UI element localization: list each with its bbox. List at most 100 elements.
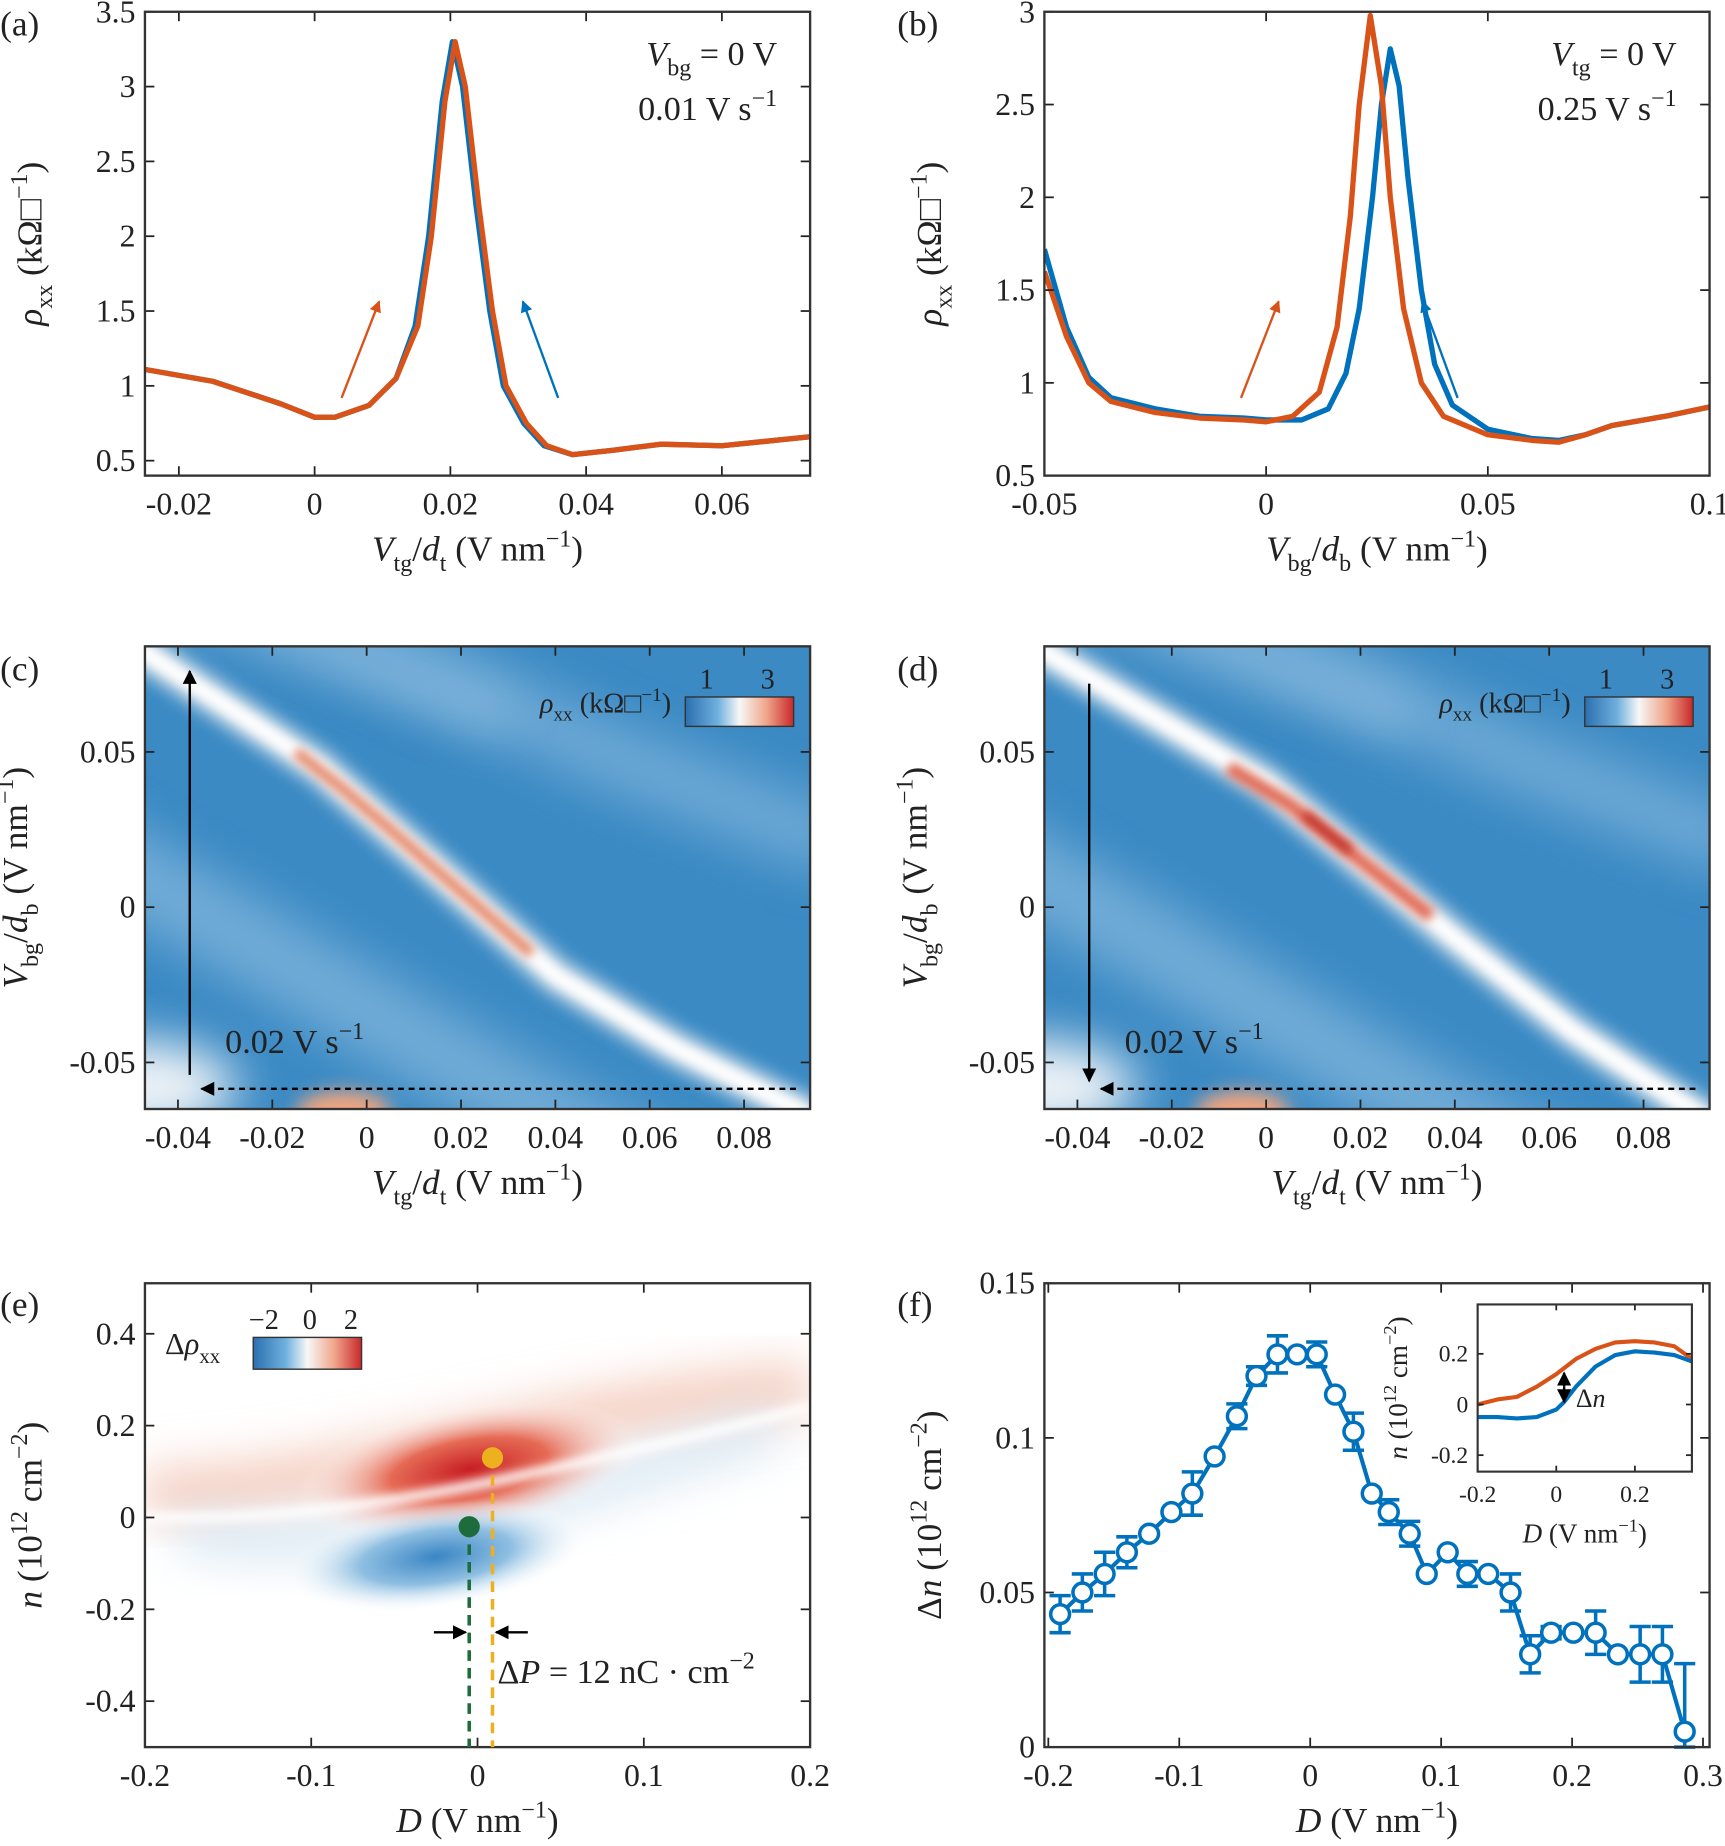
label-part: Δ [910, 1597, 949, 1620]
label-part: Δ [1576, 1384, 1593, 1413]
sweep-rate-annotation: 0.02 V s−1 [1125, 1019, 1264, 1061]
data-point [1477, 1562, 1500, 1586]
label-part: = 0 V [691, 36, 777, 73]
label-part: −1 [546, 526, 572, 552]
axes-frame [1043, 645, 1711, 1111]
series-line-orange [1044, 12, 1710, 445]
heatmap-band [144, 833, 620, 1110]
label-part: −1 [521, 1798, 547, 1824]
x-tick-label: 0 [1302, 1758, 1318, 1793]
panel-c: -0.04 -0.02 0 0.02 0.04 0.06 0.08 -0.05 0 0.05 Vtg… [0, 645, 812, 1211]
x-tick-label: 0.2 [1620, 1482, 1649, 1508]
data-point [1305, 1343, 1328, 1366]
label-part: bg [1288, 551, 1312, 577]
heatmap-band [252, 646, 515, 738]
x-tick-label: 0.06 [694, 486, 750, 521]
label-part: V [372, 529, 397, 568]
label-part: ) [547, 1801, 559, 1840]
y-tick-label: 0.5 [96, 443, 136, 478]
y-tick-label: 3.5 [96, 0, 136, 29]
data-point [1562, 1621, 1585, 1644]
heatmap-band [1044, 833, 1519, 1110]
x-tick-label: 0.04 [528, 1120, 584, 1155]
inset-x-axis-label: D (V nm−1) [1522, 1515, 1647, 1548]
y-tick-label: 0 [120, 890, 136, 925]
label-part: −1 [1541, 685, 1561, 706]
x-tick-label: -0.04 [1044, 1120, 1110, 1155]
plot-area [1044, 12, 1710, 445]
x-tick-label: -0.1 [286, 1758, 336, 1793]
label-part: (V nm [0, 804, 35, 903]
label-part: (V nm [1351, 529, 1450, 568]
data-point [1048, 1602, 1072, 1626]
colorbar-tick-label: 3 [761, 665, 775, 696]
data-point [1323, 1383, 1347, 1406]
label-part: D [1295, 1801, 1322, 1840]
data-point [1360, 1482, 1383, 1505]
colorbar-tick-label: −2 [249, 1305, 279, 1336]
label-part: / [1312, 529, 1322, 568]
label-part: Δ [165, 1327, 185, 1361]
axes-frame [143, 645, 812, 1111]
colorbar-tick-label: 1 [1599, 665, 1613, 696]
y-tick-label: -0.2 [1431, 1443, 1468, 1469]
label-part: (kΩ□ [573, 688, 642, 719]
y-tick-label: 2.5 [96, 144, 136, 179]
colorbar-gradient [684, 696, 795, 728]
label-part: 0.25 V s [1538, 91, 1651, 128]
label-part: −1 [752, 86, 778, 112]
label-part: d [422, 1163, 440, 1202]
y-axis-label: n (1012 cm−2) [7, 1422, 49, 1609]
label-part: −2 [907, 1422, 933, 1448]
data-point [1285, 1343, 1309, 1366]
negative-difference-region [284, 1499, 588, 1614]
data-point [1456, 1562, 1479, 1586]
label-part: −1 [1421, 1798, 1447, 1824]
label-part: ) [1471, 1163, 1483, 1202]
data-point [1203, 1445, 1226, 1468]
sweep-down-arrow [1420, 300, 1459, 399]
x-tick-label: 0.1 [1421, 1758, 1461, 1793]
x-tick-label: 0 [1550, 1482, 1562, 1508]
y-tick-label: 3 [1019, 0, 1035, 29]
x-tick-label: 0 [359, 1120, 375, 1155]
x-tick-label: 0.02 [423, 486, 479, 521]
label-part: = 12 nC · cm [540, 1654, 729, 1691]
panel-label-e: (e) [0, 1285, 39, 1324]
data-point [1342, 1420, 1365, 1443]
x-axis-label: Vtg/dt (V nm−1) [372, 1160, 583, 1211]
label-part: xx [931, 285, 957, 309]
axes-frame [1043, 10, 1711, 477]
delta-n-annotation: Δn [1576, 1384, 1606, 1413]
colorbar-tick-label: 2 [344, 1305, 358, 1336]
data-point [1539, 1621, 1563, 1644]
data-point [1071, 1581, 1094, 1604]
label-part: bg [18, 943, 44, 967]
y-tick-label: 0.4 [96, 1316, 136, 1351]
inset-line-blue [1477, 1349, 1693, 1421]
colorbar: −2 0 2 Δρxx [165, 1305, 363, 1370]
label-part: 0.02 V s [225, 1024, 338, 1061]
label-part: (V nm [1346, 1163, 1445, 1202]
label-part: n [910, 1580, 949, 1598]
label-part: −2 [1380, 1325, 1400, 1345]
x-tick-label: -0.02 [239, 1120, 305, 1155]
label-part: V [0, 964, 35, 989]
x-tick-label: 0.2 [1552, 1758, 1592, 1793]
ridge-core-max [1300, 810, 1354, 855]
axes-frame [143, 1282, 812, 1749]
label-part: / [412, 529, 422, 568]
axes-frame [1476, 1303, 1693, 1473]
x-tick-label: 0.06 [1521, 1120, 1577, 1155]
label-part: d [896, 915, 935, 933]
label-part: −1 [1651, 86, 1677, 112]
y-axis-label: Δn (1012 cm−2) [907, 1410, 949, 1620]
label-part: ρ [910, 309, 949, 327]
heatmap [144, 1283, 811, 1748]
x-axis-label: Vtg/dt (V nm−1) [1271, 1160, 1482, 1211]
data-point [1160, 1500, 1183, 1524]
x-axis-label: Vtg/dt (V nm−1) [372, 526, 583, 577]
label-part: −1 [0, 779, 19, 805]
label-part: d [422, 529, 440, 568]
panel-d: -0.04 -0.02 0 0.02 0.04 0.06 0.08 -0.05 0 0.05 Vtg… [893, 645, 1711, 1211]
